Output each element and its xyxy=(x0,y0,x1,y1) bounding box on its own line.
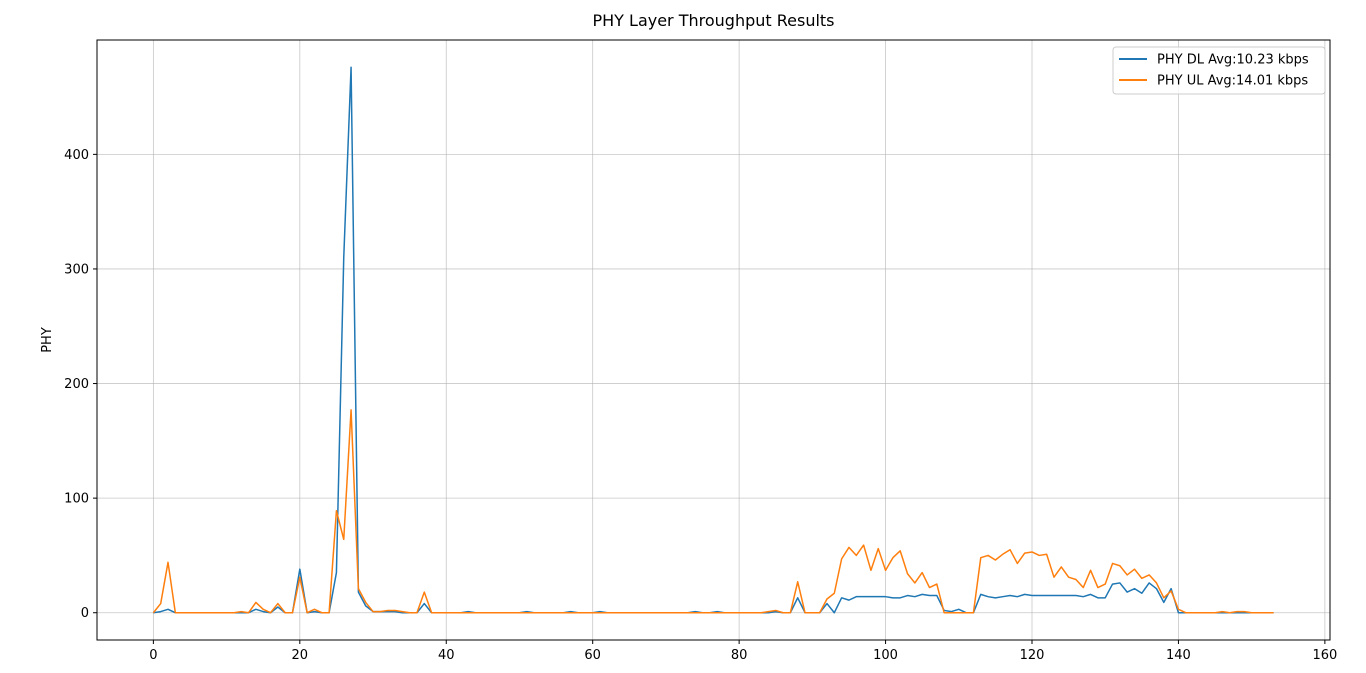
y-tick-label: 0 xyxy=(81,606,89,621)
x-tick-label: 80 xyxy=(731,648,748,663)
plot-frame xyxy=(96,39,1331,641)
y-axis-label: PHY xyxy=(40,327,55,353)
grid-lines xyxy=(97,40,1330,640)
series-layer xyxy=(152,66,1274,614)
x-tick-label: 160 xyxy=(1312,648,1337,663)
y-tick-label: 300 xyxy=(64,262,89,277)
x-axis-ticks: 0 20 40 60 80 100 120 140 160 xyxy=(149,640,1337,663)
x-tick-label: 40 xyxy=(438,648,455,663)
chart-title: PHY Layer Throughput Results xyxy=(592,11,834,30)
x-tick-label: 100 xyxy=(873,648,898,663)
legend-label: PHY UL Avg:14.01 kbps xyxy=(1157,74,1308,89)
legend-box xyxy=(1112,46,1326,95)
y-axis-ticks: 0 100 200 300 400 xyxy=(64,148,97,621)
y-tick-label: 100 xyxy=(64,492,89,507)
x-tick-label: 0 xyxy=(149,648,157,663)
y-tick-label: 400 xyxy=(64,148,89,163)
x-tick-label: 140 xyxy=(1166,648,1191,663)
legend: PHY DL Avg:10.23 kbps PHY UL Avg:14.01 kb… xyxy=(1112,46,1326,95)
x-tick-label: 60 xyxy=(584,648,601,663)
legend-label: PHY DL Avg:10.23 kbps xyxy=(1157,53,1309,68)
y-tick-label: 200 xyxy=(64,377,89,392)
series-line-ul xyxy=(152,409,1274,614)
x-tick-label: 20 xyxy=(292,648,309,663)
x-tick-label: 120 xyxy=(1020,648,1045,663)
